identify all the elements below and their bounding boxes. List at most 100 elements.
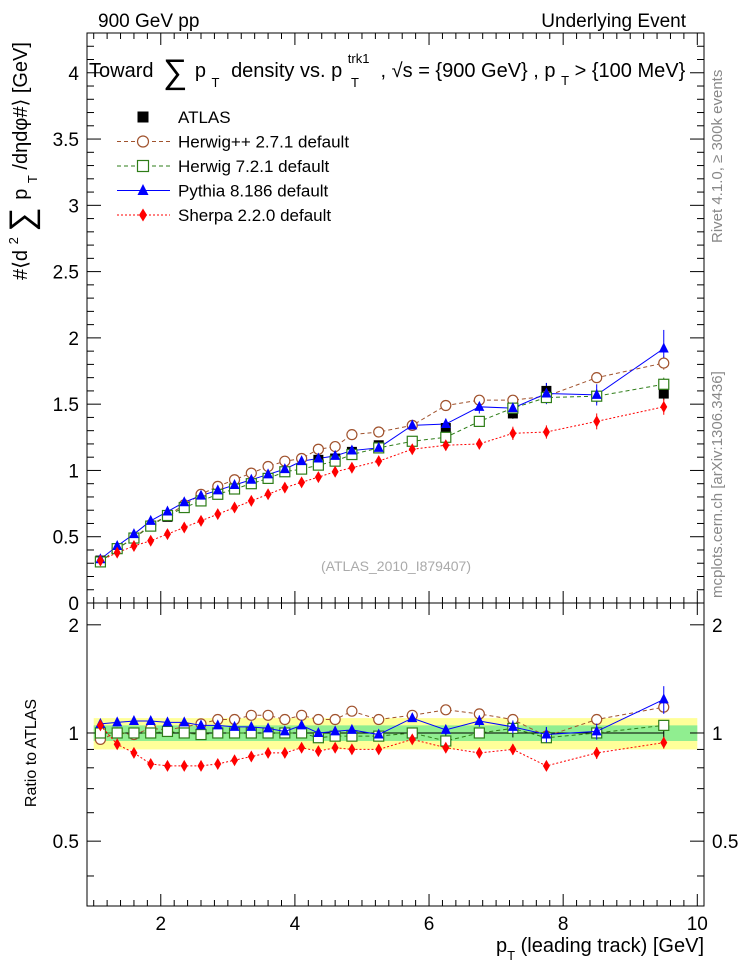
sherpa-ratio-point [113,738,121,751]
sherpa-ratio-point [331,741,339,754]
pythia-8-ratio-point [474,714,485,725]
sherpa-point [214,508,222,521]
herwig-7-point [473,415,485,427]
sherpa-ratio-point [180,759,188,772]
pythia-8-point [112,540,123,550]
pythia-8-point [440,418,451,429]
herwig--point [346,429,358,441]
x-tick-label: 10 [687,914,708,935]
sherpa-point [130,540,138,552]
pythia-8-ratio-point [145,714,156,725]
ratio-y-tick-label-right: 0.5 [712,832,738,853]
pythia-8-point [246,473,257,484]
sherpa-ratio-point [660,736,668,749]
herwig-7-ratio-point [178,727,190,739]
herwig--ratio-point [440,704,452,716]
sherpa-ratio-point [247,750,255,763]
sherpa-point [375,455,383,468]
pythia-8-point [313,452,324,463]
sherpa-point [660,400,668,413]
sherpa-ratio-point [281,746,289,759]
sherpa-point [314,471,322,484]
legend-herwig--marker [136,135,150,148]
herwig--ratio-point [279,713,291,726]
legend-atlas-marker [137,111,149,123]
pythia-8-point [196,489,207,500]
pythia-8-ratio-point [196,719,207,730]
sherpa-ratio-point [298,741,306,754]
pythia-8-ratio-point [373,728,384,739]
herwig--ratio-point [329,713,341,726]
sherpa-point [475,437,483,450]
y-tick-label: 1 [68,461,79,482]
herwig--ratio-point [312,713,324,726]
pythia-8-point [212,484,223,495]
sherpa-point [197,514,205,527]
ratio-plot-frame [86,602,705,907]
herwig-7-ratio-point [161,725,174,738]
pythia-8-ratio-point [440,723,451,734]
ratio-y-tick-label: 2 [68,616,79,637]
sherpa-ratio-point [130,746,138,759]
pythia-8-point [474,400,485,411]
pythia-8-point [296,455,307,466]
herwig-7-ratio-point [473,727,485,739]
ratio-markers [94,686,670,772]
chart-title: Toward ∑ p T density vs. p trk1 T , √s =… [89,46,686,92]
sherpa-ratio-point [147,757,155,770]
x-axis-label: pT (leading track) [GeV] [496,935,704,963]
sherpa-point [542,426,550,438]
herwig--ratio-point [346,705,358,717]
y-tick-label: 1.5 [53,395,79,416]
y-tick-label: 2.5 [53,263,79,284]
sherpa-ratio-point [375,743,383,756]
pythia-8-ratio-point [179,716,190,727]
herwig--ratio-point [591,713,603,726]
sherpa-ratio-point [231,754,239,767]
sherpa-point [298,476,306,489]
herwig-7-ratio-point [658,719,670,731]
sherpa-ratio-point [408,733,416,746]
ratio-y-tick-label: 1 [68,724,79,745]
sherpa-point [348,461,356,474]
herwig-7-ratio-point [212,727,224,739]
sherpa-point [593,415,601,428]
pythia-8-point [346,444,357,455]
atlas-point [658,388,669,399]
header-right: Underlying Event [541,11,686,32]
pythia-8-ratio-point [658,693,669,704]
herwig--ratio-point [262,709,274,721]
sherpa-ratio-point [542,759,550,772]
pythia-8-point [179,496,190,507]
legend-pythia-8-marker [137,184,149,195]
sherpa-ratio-point [197,759,205,772]
sherpa-point [163,528,171,541]
y-tick-label: 3.5 [53,130,79,151]
sherpa-ratio-point [214,757,222,770]
herwig-7-ratio-point [111,727,123,739]
pythia-8-point [507,402,518,413]
sherpa-point [331,465,339,478]
legend-atlas-label: ATLAS [178,108,231,127]
pythia-8-ratio-point [212,719,223,730]
sherpa-point [180,521,188,534]
sherpa-point [509,427,517,440]
pythia-8-point [541,387,552,398]
pythia-8-ratio-point [112,716,123,727]
pythia-8-ratio-point [541,728,552,739]
herwig--ratio-point [296,709,308,721]
herwig--point [658,357,670,369]
pythia-8-point [591,388,602,399]
data-markers [94,342,670,568]
pythia-8-point [229,479,240,490]
ratio-y-tick-label: 0.5 [53,832,79,853]
sherpa-point [264,488,272,501]
pythia-8-ratio-point [229,720,240,731]
legend: ATLAS Herwig++ 2.7.1 default Herwig 7.2.1 … [117,108,349,225]
pythia-8-ratio-point [346,723,357,734]
x-tick-label: 6 [424,914,435,935]
legend-herwig-7-marker [136,159,150,173]
sherpa-ratio-point [593,746,601,759]
sherpa-ratio-point [509,743,517,756]
